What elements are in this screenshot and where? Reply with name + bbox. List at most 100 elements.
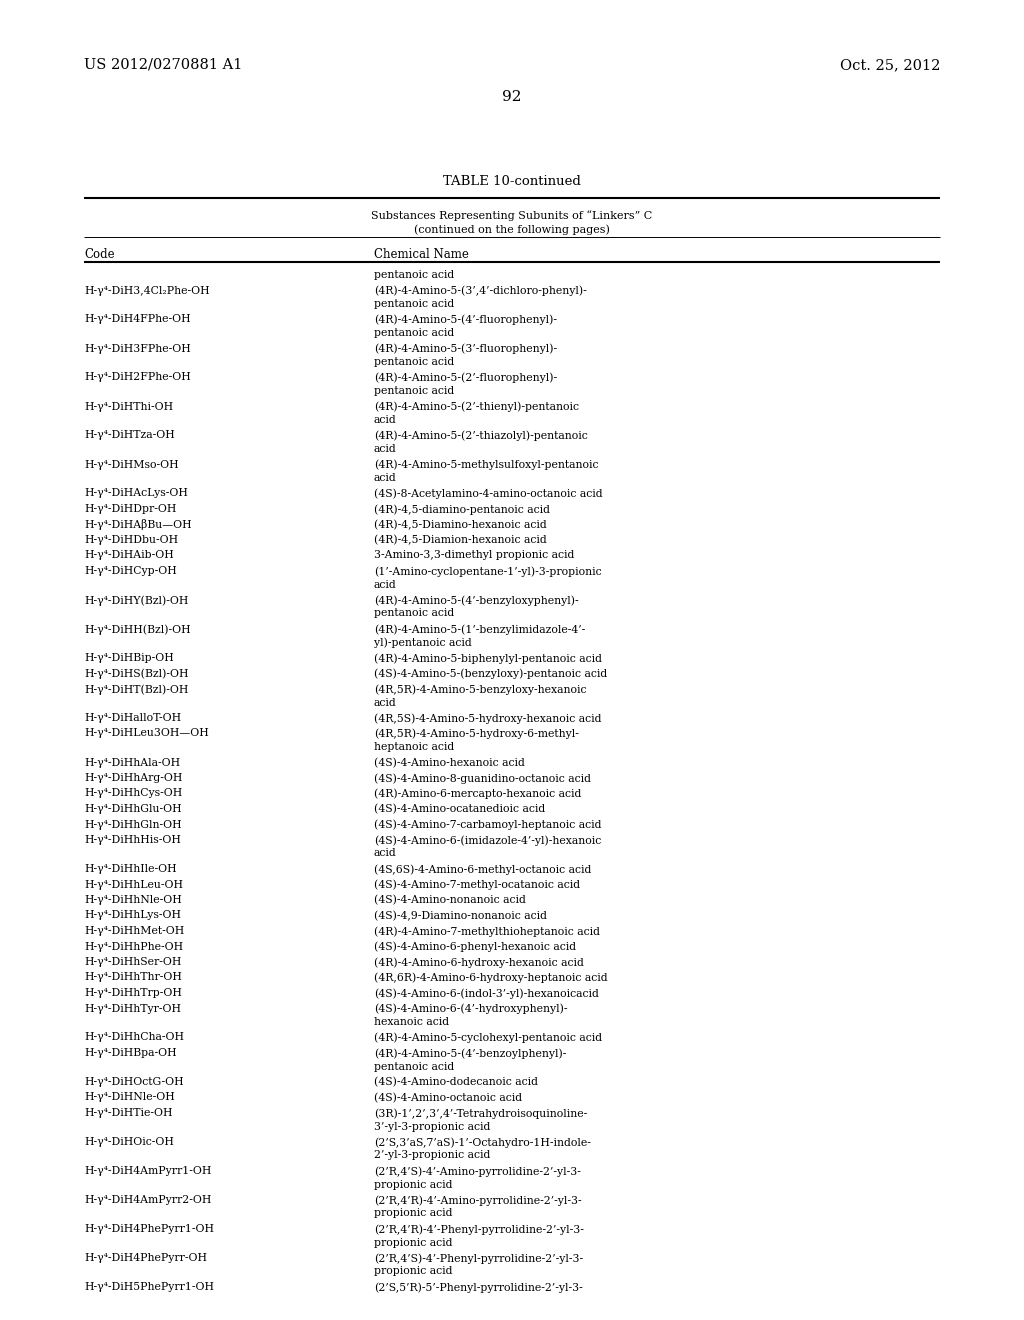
- Text: (4R)-4-Amino-5-(2’-fluorophenyl)-: (4R)-4-Amino-5-(2’-fluorophenyl)-: [374, 372, 557, 383]
- Text: (4S)-4,9-Diamino-nonanoic acid: (4S)-4,9-Diamino-nonanoic acid: [374, 911, 547, 921]
- Text: (4R)-4-Amino-5-(4’-benzyloxyphenyl)-: (4R)-4-Amino-5-(4’-benzyloxyphenyl)-: [374, 595, 579, 606]
- Text: (4R)-4,5-Diamino-hexanoic acid: (4R)-4,5-Diamino-hexanoic acid: [374, 520, 547, 529]
- Text: H-γ⁴-DiHBip-OH: H-γ⁴-DiHBip-OH: [84, 653, 174, 663]
- Text: H-γ⁴-DiHhGln-OH: H-γ⁴-DiHhGln-OH: [84, 820, 181, 829]
- Text: propionic acid: propionic acid: [374, 1209, 453, 1218]
- Text: (4S)-4-Amino-7-methyl-ocatanoic acid: (4S)-4-Amino-7-methyl-ocatanoic acid: [374, 879, 580, 890]
- Text: H-γ⁴-DiH4AmPyrr1-OH: H-γ⁴-DiH4AmPyrr1-OH: [84, 1166, 211, 1176]
- Text: (4S)-4-Amino-6-phenyl-hexanoic acid: (4S)-4-Amino-6-phenyl-hexanoic acid: [374, 941, 575, 952]
- Text: H-γ⁴-DiHhCha-OH: H-γ⁴-DiHhCha-OH: [84, 1032, 184, 1043]
- Text: H-γ⁴-DiHhThr-OH: H-γ⁴-DiHhThr-OH: [84, 973, 182, 982]
- Text: (4R)-4-Amino-5-biphenylyl-pentanoic acid: (4R)-4-Amino-5-biphenylyl-pentanoic acid: [374, 653, 602, 664]
- Text: H-γ⁴-DiHhArg-OH: H-γ⁴-DiHhArg-OH: [84, 774, 182, 783]
- Text: (4R)-Amino-6-mercapto-hexanoic acid: (4R)-Amino-6-mercapto-hexanoic acid: [374, 788, 582, 799]
- Text: (4S)-4-Amino-hexanoic acid: (4S)-4-Amino-hexanoic acid: [374, 758, 524, 768]
- Text: H-γ⁴-DiHY(Bzl)-OH: H-γ⁴-DiHY(Bzl)-OH: [84, 595, 188, 606]
- Text: H-γ⁴-DiHhLys-OH: H-γ⁴-DiHhLys-OH: [84, 911, 181, 920]
- Text: H-γ⁴-DiHhCys-OH: H-γ⁴-DiHhCys-OH: [84, 788, 182, 799]
- Text: propionic acid: propionic acid: [374, 1266, 453, 1276]
- Text: US 2012/0270881 A1: US 2012/0270881 A1: [84, 58, 243, 73]
- Text: 3’-yl-3-propionic acid: 3’-yl-3-propionic acid: [374, 1122, 490, 1131]
- Text: (4R,5S)-4-Amino-5-hydroxy-hexanoic acid: (4R,5S)-4-Amino-5-hydroxy-hexanoic acid: [374, 713, 601, 723]
- Text: H-γ⁴-DiHhSer-OH: H-γ⁴-DiHhSer-OH: [84, 957, 181, 968]
- Text: H-γ⁴-DiHOic-OH: H-γ⁴-DiHOic-OH: [84, 1137, 174, 1147]
- Text: H-γ⁴-DiHDbu-OH: H-γ⁴-DiHDbu-OH: [84, 535, 178, 545]
- Text: pentanoic acid: pentanoic acid: [374, 1061, 454, 1072]
- Text: acid: acid: [374, 579, 396, 590]
- Text: H-γ⁴-DiHS(Bzl)-OH: H-γ⁴-DiHS(Bzl)-OH: [84, 668, 188, 678]
- Text: (4R)-4-Amino-6-hydroxy-hexanoic acid: (4R)-4-Amino-6-hydroxy-hexanoic acid: [374, 957, 584, 968]
- Text: H-γ⁴-DiHT(Bzl)-OH: H-γ⁴-DiHT(Bzl)-OH: [84, 684, 188, 694]
- Text: H-γ⁴-DiHNle-OH: H-γ⁴-DiHNle-OH: [84, 1093, 175, 1102]
- Text: H-γ⁴-DiHhNle-OH: H-γ⁴-DiHhNle-OH: [84, 895, 181, 906]
- Text: H-γ⁴-DiHhAla-OH: H-γ⁴-DiHhAla-OH: [84, 758, 180, 767]
- Text: H-γ⁴-DiHhPhe-OH: H-γ⁴-DiHhPhe-OH: [84, 941, 183, 952]
- Text: (4R)-4-Amino-5-(3’-fluorophenyl)-: (4R)-4-Amino-5-(3’-fluorophenyl)-: [374, 343, 557, 354]
- Text: TABLE 10-continued: TABLE 10-continued: [443, 176, 581, 187]
- Text: propionic acid: propionic acid: [374, 1238, 453, 1247]
- Text: H-γ⁴-DiH4FPhe-OH: H-γ⁴-DiH4FPhe-OH: [84, 314, 190, 325]
- Text: (4S)-4-Amino-7-carbamoyl-heptanoic acid: (4S)-4-Amino-7-carbamoyl-heptanoic acid: [374, 820, 601, 830]
- Text: H-γ⁴-DiHLeu3OH—OH: H-γ⁴-DiHLeu3OH—OH: [84, 729, 209, 738]
- Text: (3R)-1’,2’,3’,4’-Tetrahydroisoquinoline-: (3R)-1’,2’,3’,4’-Tetrahydroisoquinoline-: [374, 1107, 587, 1118]
- Text: (4R)-4-Amino-5-methylsulfoxyl-pentanoic: (4R)-4-Amino-5-methylsulfoxyl-pentanoic: [374, 459, 598, 470]
- Text: (4R)-4-Amino-5-(1’-benzylimidazole-4’-: (4R)-4-Amino-5-(1’-benzylimidazole-4’-: [374, 624, 585, 635]
- Text: (2’S,3’aS,7’aS)-1’-Octahydro-1H-indole-: (2’S,3’aS,7’aS)-1’-Octahydro-1H-indole-: [374, 1137, 591, 1147]
- Text: (4S)-8-Acetylamino-4-amino-octanoic acid: (4S)-8-Acetylamino-4-amino-octanoic acid: [374, 488, 602, 499]
- Text: (4S)-4-Amino-nonanoic acid: (4S)-4-Amino-nonanoic acid: [374, 895, 525, 906]
- Text: pentanoic acid: pentanoic acid: [374, 356, 454, 367]
- Text: (4S)-4-Amino-6-(imidazole-4’-yl)-hexanoic: (4S)-4-Amino-6-(imidazole-4’-yl)-hexanoi…: [374, 836, 601, 846]
- Text: (4R)-4-Amino-5-cyclohexyl-pentanoic acid: (4R)-4-Amino-5-cyclohexyl-pentanoic acid: [374, 1032, 602, 1043]
- Text: H-γ⁴-DiHhMet-OH: H-γ⁴-DiHhMet-OH: [84, 927, 184, 936]
- Text: (4R)-4-Amino-5-(4’-fluorophenyl)-: (4R)-4-Amino-5-(4’-fluorophenyl)-: [374, 314, 557, 325]
- Text: Code: Code: [84, 248, 115, 261]
- Text: H-γ⁴-DiHMso-OH: H-γ⁴-DiHMso-OH: [84, 459, 178, 470]
- Text: (4S)-4-Amino-5-(benzyloxy)-pentanoic acid: (4S)-4-Amino-5-(benzyloxy)-pentanoic aci…: [374, 668, 607, 678]
- Text: propionic acid: propionic acid: [374, 1180, 453, 1189]
- Text: (4R)-4-Amino-7-methylthioheptanoic acid: (4R)-4-Amino-7-methylthioheptanoic acid: [374, 927, 600, 937]
- Text: (2’R,4’S)-4’-Amino-pyrrolidine-2’-yl-3-: (2’R,4’S)-4’-Amino-pyrrolidine-2’-yl-3-: [374, 1166, 581, 1176]
- Text: pentanoic acid: pentanoic acid: [374, 300, 454, 309]
- Text: H-γ⁴-DiHhHis-OH: H-γ⁴-DiHhHis-OH: [84, 836, 181, 845]
- Text: H-γ⁴-DiHTza-OH: H-γ⁴-DiHTza-OH: [84, 430, 175, 441]
- Text: H-γ⁴-DiH4PhePyrr1-OH: H-γ⁴-DiH4PhePyrr1-OH: [84, 1224, 214, 1234]
- Text: (4R)-4-Amino-5-(2’-thienyl)-pentanoic: (4R)-4-Amino-5-(2’-thienyl)-pentanoic: [374, 401, 579, 412]
- Text: H-γ⁴-DiHAcLys-OH: H-γ⁴-DiHAcLys-OH: [84, 488, 187, 499]
- Text: Substances Representing Subunits of “Linkers” C: Substances Representing Subunits of “Lin…: [372, 210, 652, 220]
- Text: H-γ⁴-DiH3,4Cl₂Phe-OH: H-γ⁴-DiH3,4Cl₂Phe-OH: [84, 285, 210, 296]
- Text: H-γ⁴-DiH2FPhe-OH: H-γ⁴-DiH2FPhe-OH: [84, 372, 190, 383]
- Text: (4R)-4,5-diamino-pentanoic acid: (4R)-4,5-diamino-pentanoic acid: [374, 504, 550, 515]
- Text: H-γ⁴-DiHBpa-OH: H-γ⁴-DiHBpa-OH: [84, 1048, 176, 1059]
- Text: (1’-Amino-cyclopentane-1’-yl)-3-propionic: (1’-Amino-cyclopentane-1’-yl)-3-propioni…: [374, 566, 601, 577]
- Text: (4S)-4-Amino-dodecanoic acid: (4S)-4-Amino-dodecanoic acid: [374, 1077, 538, 1088]
- Text: H-γ⁴-DiHAβBu—OH: H-γ⁴-DiHAβBu—OH: [84, 520, 191, 531]
- Text: H-γ⁴-DiH3FPhe-OH: H-γ⁴-DiH3FPhe-OH: [84, 343, 190, 354]
- Text: H-γ⁴-DiH5PhePyrr1-OH: H-γ⁴-DiH5PhePyrr1-OH: [84, 1282, 214, 1292]
- Text: H-γ⁴-DiHTie-OH: H-γ⁴-DiHTie-OH: [84, 1107, 172, 1118]
- Text: (4R)-4,5-Diamion-hexanoic acid: (4R)-4,5-Diamion-hexanoic acid: [374, 535, 547, 545]
- Text: heptanoic acid: heptanoic acid: [374, 742, 454, 752]
- Text: acid: acid: [374, 414, 396, 425]
- Text: H-γ⁴-DiHCyp-OH: H-γ⁴-DiHCyp-OH: [84, 566, 177, 576]
- Text: H-γ⁴-DiHThi-OH: H-γ⁴-DiHThi-OH: [84, 401, 173, 412]
- Text: (4R,6R)-4-Amino-6-hydroxy-heptanoic acid: (4R,6R)-4-Amino-6-hydroxy-heptanoic acid: [374, 973, 607, 983]
- Text: H-γ⁴-DiHDpr-OH: H-γ⁴-DiHDpr-OH: [84, 504, 176, 513]
- Text: (4S)-4-Amino-8-guanidino-octanoic acid: (4S)-4-Amino-8-guanidino-octanoic acid: [374, 774, 591, 784]
- Text: H-γ⁴-DiHhGlu-OH: H-γ⁴-DiHhGlu-OH: [84, 804, 181, 814]
- Text: (2’R,4’R)-4’-Phenyl-pyrrolidine-2’-yl-3-: (2’R,4’R)-4’-Phenyl-pyrrolidine-2’-yl-3-: [374, 1224, 584, 1234]
- Text: Chemical Name: Chemical Name: [374, 248, 469, 261]
- Text: (4R)-4-Amino-5-(3’,4’-dichloro-phenyl)-: (4R)-4-Amino-5-(3’,4’-dichloro-phenyl)-: [374, 285, 587, 296]
- Text: 3-Amino-3,3-dimethyl propionic acid: 3-Amino-3,3-dimethyl propionic acid: [374, 550, 574, 561]
- Text: H-γ⁴-DiHalloT-OH: H-γ⁴-DiHalloT-OH: [84, 713, 181, 723]
- Text: (4S)-4-Amino-ocatanedioic acid: (4S)-4-Amino-ocatanedioic acid: [374, 804, 545, 814]
- Text: (4S)-4-Amino-6-(4’-hydroxyphenyl)-: (4S)-4-Amino-6-(4’-hydroxyphenyl)-: [374, 1003, 567, 1014]
- Text: (2’R,4’S)-4’-Phenyl-pyrrolidine-2’-yl-3-: (2’R,4’S)-4’-Phenyl-pyrrolidine-2’-yl-3-: [374, 1253, 583, 1263]
- Text: hexanoic acid: hexanoic acid: [374, 1016, 449, 1027]
- Text: (4S,6S)-4-Amino-6-methyl-octanoic acid: (4S,6S)-4-Amino-6-methyl-octanoic acid: [374, 865, 591, 875]
- Text: H-γ⁴-DiHH(Bzl)-OH: H-γ⁴-DiHH(Bzl)-OH: [84, 624, 190, 635]
- Text: pentanoic acid: pentanoic acid: [374, 271, 454, 280]
- Text: (4S)-4-Amino-6-(indol-3’-yl)-hexanoicacid: (4S)-4-Amino-6-(indol-3’-yl)-hexanoicaci…: [374, 987, 599, 998]
- Text: H-γ⁴-DiHhTyr-OH: H-γ⁴-DiHhTyr-OH: [84, 1003, 181, 1014]
- Text: (4S)-4-Amino-octanoic acid: (4S)-4-Amino-octanoic acid: [374, 1093, 522, 1102]
- Text: H-γ⁴-DiH4PhePyrr-OH: H-γ⁴-DiH4PhePyrr-OH: [84, 1253, 207, 1263]
